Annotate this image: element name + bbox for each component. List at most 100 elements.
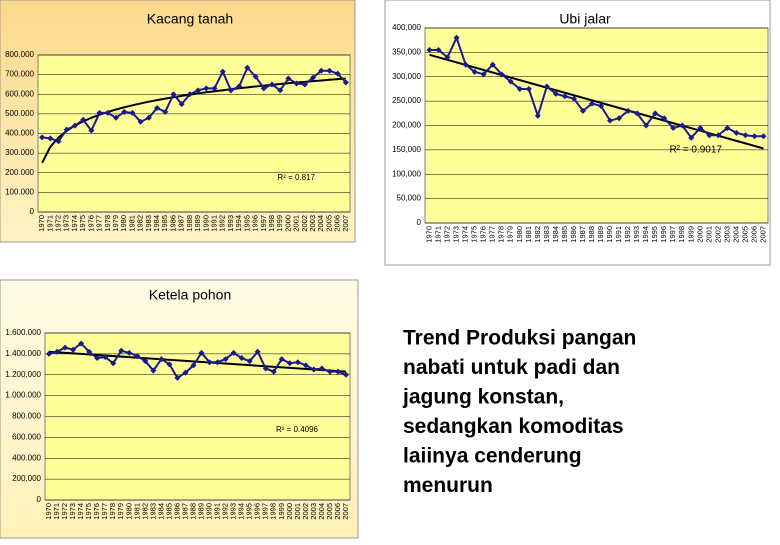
marker [46,350,53,357]
summary-text: jagung konstan, [402,386,564,409]
x-tick-label: 1983 [542,226,551,243]
x-tick-label: 1972 [54,215,63,232]
x-tick-label: 1988 [185,215,194,232]
x-tick-label: 1979 [116,503,125,520]
x-tick-label: 2000 [283,215,292,232]
x-tick-label: 1994 [237,503,246,520]
x-tick-label: 1995 [242,215,251,232]
x-tick-label: 1992 [218,215,227,232]
marker [195,87,202,94]
x-tick-label: 1976 [479,226,488,243]
x-tick-label: 1989 [193,215,202,232]
x-tick-label: 1971 [45,215,54,232]
x-tick-label: 1989 [596,226,605,243]
marker [203,85,210,92]
x-tick-label: 1987 [177,215,186,232]
chart-title: Kacang tanah [147,11,233,27]
marker [453,34,460,41]
marker [607,117,614,124]
marker [715,132,722,139]
marker [697,124,704,131]
y-tick-label: 700.000 [5,70,34,79]
marker [78,340,85,347]
x-tick-label: 2006 [333,503,342,520]
marker [154,104,161,111]
marker [625,107,632,114]
summary-text: menurun [403,474,493,497]
y-tick-label: 1.200.000 [5,370,41,379]
marker [238,355,245,362]
x-tick-label: 1991 [210,215,219,232]
x-tick-label: 1971 [52,503,61,520]
y-tick-label: 500.000 [5,109,34,118]
chart-title: Ketela pohon [149,287,232,303]
x-tick-label: 1996 [253,503,262,520]
y-tick-label: 200.000 [5,168,34,177]
marker [334,70,341,77]
x-tick-label: 1990 [205,503,214,520]
marker [269,81,275,88]
marker [158,356,165,363]
x-tick-label: 1981 [132,503,141,520]
summary-text: laiinya cenderung [403,445,582,468]
x-tick-label: 1980 [124,503,133,520]
x-tick-label: 1978 [103,215,112,232]
x-tick-label: 1982 [533,226,542,243]
marker [543,83,550,90]
x-tick-label: 1997 [259,215,268,232]
x-tick-label: 1982 [140,503,149,520]
y-tick-label: 800.000 [12,412,41,421]
x-tick-label: 1972 [60,503,69,520]
x-tick-label: 2002 [300,215,309,232]
marker [552,90,559,97]
x-tick-label: 1977 [95,215,104,232]
marker [507,78,514,85]
x-tick-label: 1996 [251,215,260,232]
x-tick-label: 1985 [560,226,569,243]
y-tick-label: 0 [417,218,422,227]
marker [661,115,668,122]
x-tick-label: 1994 [234,215,243,232]
marker [285,75,292,82]
x-tick-label: 2001 [292,215,301,232]
x-tick-label: 2007 [341,503,350,520]
x-tick-label: 1990 [605,226,614,243]
marker [326,67,333,74]
marker [145,114,152,121]
x-tick-label: 1989 [196,503,205,520]
marker [186,91,193,98]
y-tick-label: 200.000 [12,474,41,483]
summary-text: nabati untuk padi dan [403,356,620,379]
marker [170,91,177,98]
x-tick-label: 1987 [180,503,189,520]
marker [137,118,144,125]
marker [616,115,623,122]
y-tick-label: 0 [37,495,42,504]
y-tick-label: 0 [30,207,35,216]
marker [211,85,218,92]
marker [96,109,103,116]
marker [174,374,181,381]
x-tick-label: 1999 [275,215,284,232]
marker [733,129,740,136]
marker [110,360,117,367]
x-tick-label: 1977 [100,503,109,520]
y-tick-label: 1.000.000 [5,391,41,400]
x-tick-label: 1980 [515,226,524,243]
x-tick-label: 1971 [434,226,443,243]
x-tick-label: 1998 [267,215,276,232]
x-tick-label: 1985 [164,503,173,520]
marker [182,369,189,376]
marker [498,71,505,78]
y-tick-label: 600.000 [5,89,34,98]
y-tick-label: 250,000 [392,96,421,105]
y-tick-label: 100.000 [5,187,34,196]
marker [706,132,713,139]
x-tick-label: 2007 [341,215,350,232]
marker [516,85,523,92]
x-tick-label: 1977 [488,226,497,243]
marker [471,68,478,75]
marker [278,356,285,363]
x-tick-label: 1980 [119,215,128,232]
marker [113,114,119,121]
